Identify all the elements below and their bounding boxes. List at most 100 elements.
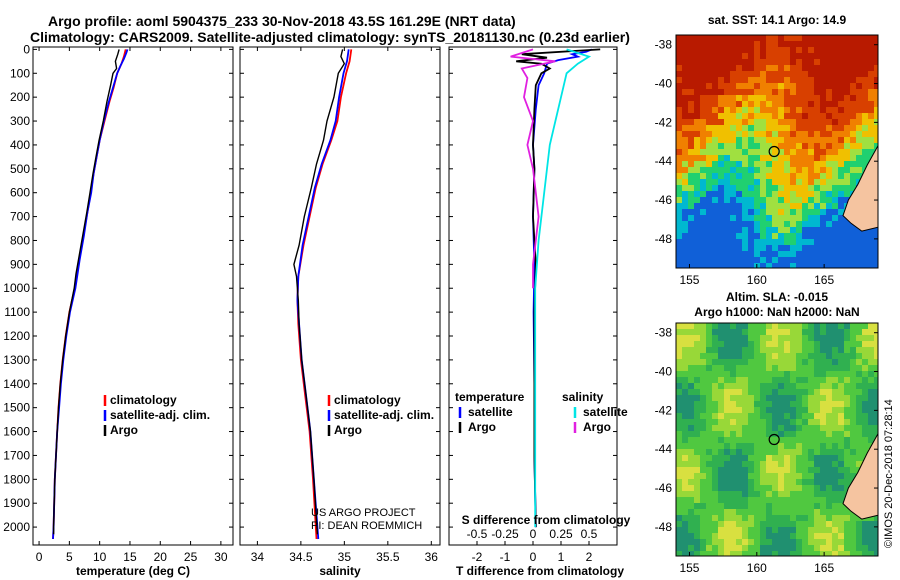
sla-map-panel: Altim. SLA: -0.015 Argo h1000: NaN h2000… (655, 290, 879, 575)
sst-map-cell (682, 65, 688, 71)
sst-map-cell (700, 137, 706, 143)
sst-map-cell (838, 119, 844, 125)
sla-map-cell (862, 413, 868, 419)
sst-map-cell (832, 107, 838, 113)
sst-map-cell (688, 59, 694, 65)
sst-map-cell (778, 239, 784, 245)
sst-map-cell (748, 59, 754, 65)
sla-map-cell (808, 377, 814, 383)
sst-map-cell (796, 179, 802, 185)
sst-map-cell (694, 233, 700, 239)
sst-map-cell (838, 47, 844, 53)
sla-map-cell (832, 449, 838, 455)
sla-map-cell (814, 431, 820, 437)
sla-map-cell (730, 413, 736, 419)
sla-map-cell (760, 461, 766, 467)
sla-map-cell (742, 371, 748, 377)
sst-map-cell (850, 161, 856, 167)
sst-map-cell (850, 167, 856, 173)
sst-map-cell (772, 95, 778, 101)
sla-map-cell (682, 395, 688, 401)
sla-map-cell (802, 371, 808, 377)
sst-map-cell (724, 209, 730, 215)
sst-map-cell (676, 197, 682, 203)
sst-map-cell (760, 161, 766, 167)
sst-map-cell (676, 263, 682, 268)
sst-map-cell (844, 173, 850, 179)
sst-map-cell (748, 119, 754, 125)
sst-map-cell (862, 233, 868, 239)
sla-map-cell (700, 419, 706, 425)
sla-map-cell (694, 527, 700, 533)
sla-map-cell (706, 461, 712, 467)
sst-map-cell (736, 161, 742, 167)
sst-map-cell (814, 143, 820, 149)
sla-map-cell (856, 539, 862, 545)
sst-map-cell (808, 41, 814, 47)
sla-map-cell (766, 395, 772, 401)
sst-map-cell (706, 143, 712, 149)
sla-map-cell (766, 359, 772, 365)
sla-map-cell (874, 401, 878, 407)
sst-map-cell (808, 71, 814, 77)
sla-map-cell (772, 461, 778, 467)
sst-map-cell (766, 77, 772, 83)
sla-map-cell (754, 401, 760, 407)
sst-map-cell (718, 191, 724, 197)
sla-map-cell (682, 533, 688, 539)
sla-map-cell (766, 419, 772, 425)
sla-map-cell (856, 371, 862, 377)
sla-map-cell (694, 413, 700, 419)
sla-map-cell (676, 509, 682, 515)
sla-map-cell (802, 335, 808, 341)
sst-map-cell (766, 65, 772, 71)
t-difference-xlabel: T difference from climatology (456, 564, 624, 578)
project-line1: US ARGO PROJECT (311, 507, 416, 519)
sst-map-cell (760, 41, 766, 47)
sla-map-cell (850, 425, 856, 431)
sst-map-cell (790, 113, 796, 119)
sla-map-cell (766, 515, 772, 521)
sla-map-cell (760, 419, 766, 425)
sst-map-cell (754, 89, 760, 95)
sst-map-cell (682, 191, 688, 197)
sst-map-cell (688, 35, 694, 41)
sst-map-cell (862, 149, 868, 155)
sla-map-cell (772, 527, 778, 533)
sla-map-cell (742, 479, 748, 485)
sst-map-cell (868, 53, 874, 59)
sst-map-cell (688, 83, 694, 89)
sla-map-cell (730, 383, 736, 389)
sst-map-cell (694, 137, 700, 143)
sst-map-cell (754, 197, 760, 203)
sst-map-cell (874, 257, 878, 263)
sst-map-cell (802, 83, 808, 89)
sst-map-cell (718, 59, 724, 65)
depth-tick-label-14: 1400 (3, 377, 30, 391)
sst-map-cell (778, 35, 784, 41)
sla-map-cell (712, 407, 718, 413)
sst-map-cell (814, 251, 820, 257)
sst-map-cell (754, 191, 760, 197)
sla-map-cell (856, 347, 862, 353)
sla-map-cell (820, 485, 826, 491)
sst-map-cell (802, 77, 808, 83)
sla-map-cell (712, 551, 718, 556)
sla-map-cell (772, 473, 778, 479)
sst-map-cell (700, 149, 706, 155)
sst-map-cell (736, 173, 742, 179)
sst-map-cell (814, 161, 820, 167)
sst-map-cell (736, 107, 742, 113)
sst-map-cell (796, 41, 802, 47)
sst-map-cell (754, 221, 760, 227)
sst-map-cell (790, 149, 796, 155)
sla-map-cell (712, 443, 718, 449)
sla-map-cell (754, 521, 760, 527)
sla-map-cell (718, 521, 724, 527)
sla-map-cell (718, 467, 724, 473)
sla-map-cell (832, 545, 838, 551)
sla-map-cell (850, 449, 856, 455)
sla-map-cell (874, 533, 878, 539)
sst-map-cell (808, 227, 814, 233)
sla-map-cell (820, 503, 826, 509)
